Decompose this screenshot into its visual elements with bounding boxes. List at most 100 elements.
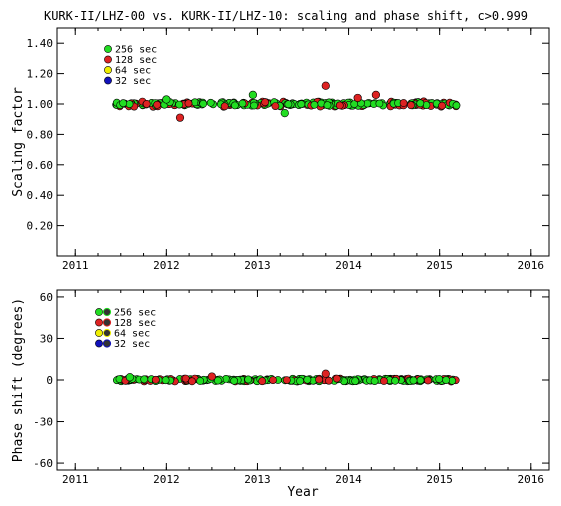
scaling-point — [119, 99, 128, 108]
phase-point — [315, 375, 323, 384]
scaling-points — [112, 81, 461, 122]
scaling-ytick-label: 1.40 — [27, 37, 54, 50]
phase-point — [424, 376, 432, 385]
phase-point — [296, 377, 304, 385]
chart-title: KURK-II/LHZ-00 vs. KURK-II/LHZ-10: scali… — [44, 9, 528, 23]
scaling-ticks: 2011 2012 2013 2014 2015 2016 0.20 0.40 0.60 0.80… — [27, 28, 549, 272]
scaling-point — [175, 100, 184, 109]
scaling-outlier-point — [280, 109, 289, 118]
scaling-outlier-point — [321, 81, 330, 90]
phase-point — [442, 376, 450, 384]
scaling-point — [438, 101, 446, 110]
scaling-point — [250, 101, 258, 110]
scaling-ylabel: Scaling factor — [11, 87, 26, 197]
scaling-point — [335, 101, 344, 110]
phase-outlier-point — [207, 372, 216, 381]
scaling-point — [375, 99, 384, 108]
scaling-legend-label: 128 sec — [115, 55, 157, 66]
scaling-point — [323, 101, 332, 110]
phase-point — [324, 376, 333, 385]
scaling-ytick-label: 1.20 — [27, 68, 54, 81]
phase-xtick-label: 2015 — [426, 473, 453, 486]
scaling-point — [220, 102, 229, 111]
scaling-ytick-label: 0.80 — [27, 128, 54, 141]
scaling-point — [142, 100, 151, 108]
scaling-point — [261, 98, 269, 107]
phase-panel: 2011 2012 2013 2014 2015 2016 -60 -30 0 30 60 Phas… — [11, 289, 550, 500]
scaling-point — [416, 99, 425, 108]
phase-ytick-label: -60 — [33, 457, 53, 470]
scaling-ytick-label: 1.00 — [27, 98, 54, 111]
scaling-legend-label: 64 sec — [115, 66, 151, 77]
phase-point — [409, 376, 418, 385]
scaling-xtick-label: 2015 — [426, 259, 453, 272]
phase-point — [435, 375, 444, 383]
phase-legend-label: 256 sec — [114, 308, 156, 319]
phase-legend-label: 64 sec — [114, 329, 150, 340]
phase-ytick-label: 30 — [40, 332, 53, 345]
phase-point — [351, 377, 360, 385]
phase-point — [244, 375, 253, 384]
phase-outlier-point — [125, 373, 134, 382]
scaling-xtick-label: 2012 — [153, 259, 180, 272]
phase-legend-label: 32 sec — [114, 339, 150, 350]
phase-point — [282, 376, 291, 384]
phase-legend-marker-alt — [102, 307, 112, 317]
scaling-point — [310, 100, 319, 109]
scaling-outlier-point — [248, 90, 257, 99]
phase-point — [391, 376, 399, 385]
phase-xtick-label: 2014 — [335, 473, 362, 486]
phase-point — [196, 377, 205, 385]
phase-ticks: 2011 2012 2013 2014 2015 2016 -60 -30 0 30 60 — [33, 290, 549, 486]
phase-xlabel: Year — [287, 485, 318, 500]
phase-point — [230, 376, 238, 385]
phase-point — [151, 375, 160, 384]
scaling-legend-label: 32 sec — [115, 76, 151, 87]
phase-point — [188, 377, 196, 386]
phase-legend-marker-alt — [102, 318, 112, 327]
phase-point — [303, 375, 312, 384]
scaling-point — [199, 99, 208, 108]
phase-point — [332, 374, 341, 383]
scaling-point — [206, 98, 215, 107]
scaling-outlier-point — [175, 113, 185, 122]
scaling-ytick-label: 0.40 — [27, 189, 54, 202]
phase-legend-marker-alt — [102, 328, 112, 338]
scaling-point — [407, 101, 415, 110]
scaling-point — [230, 101, 239, 110]
scaling-outlier-point — [371, 90, 380, 99]
scaling-point — [284, 100, 293, 109]
phase-outlier-point — [321, 369, 330, 378]
phase-xtick-label: 2016 — [518, 473, 545, 486]
phase-ylabel: Phase shift (degrees) — [11, 298, 26, 462]
phase-legend-marker — [95, 308, 103, 316]
phase-point — [379, 377, 388, 385]
phase-point — [161, 376, 170, 385]
scaling-point — [190, 98, 199, 107]
scaling-outlier-point — [162, 95, 171, 104]
scaling-point — [153, 100, 161, 109]
scaling-point — [184, 99, 193, 108]
phase-legend-label: 128 sec — [114, 318, 156, 329]
scaling-xtick-label: 2011 — [62, 259, 89, 272]
phase-legend-marker-alt — [102, 339, 112, 348]
phase-legend-marker — [95, 339, 103, 348]
phase-point — [258, 377, 267, 386]
scaling-legend-marker — [104, 55, 112, 64]
scaling-point — [399, 99, 408, 107]
scaling-xtick-label: 2014 — [335, 259, 362, 272]
scaling-panel: 2011 2012 2013 2014 2015 2016 0.20 0.40 0.60 0.80… — [11, 27, 550, 272]
scaling-xtick-label: 2016 — [518, 259, 545, 272]
phase-xtick-label: 2012 — [153, 473, 180, 486]
phase-points — [113, 369, 460, 386]
phase-ytick-label: 0 — [46, 374, 53, 387]
phase-ytick-label: 60 — [40, 291, 53, 304]
scaling-ytick-label: 0.20 — [27, 220, 54, 233]
phase-point — [269, 376, 277, 384]
scaling-xtick-label: 2013 — [244, 259, 271, 272]
scaling-legend-marker — [104, 45, 112, 53]
scaling-legend-marker — [104, 76, 112, 85]
